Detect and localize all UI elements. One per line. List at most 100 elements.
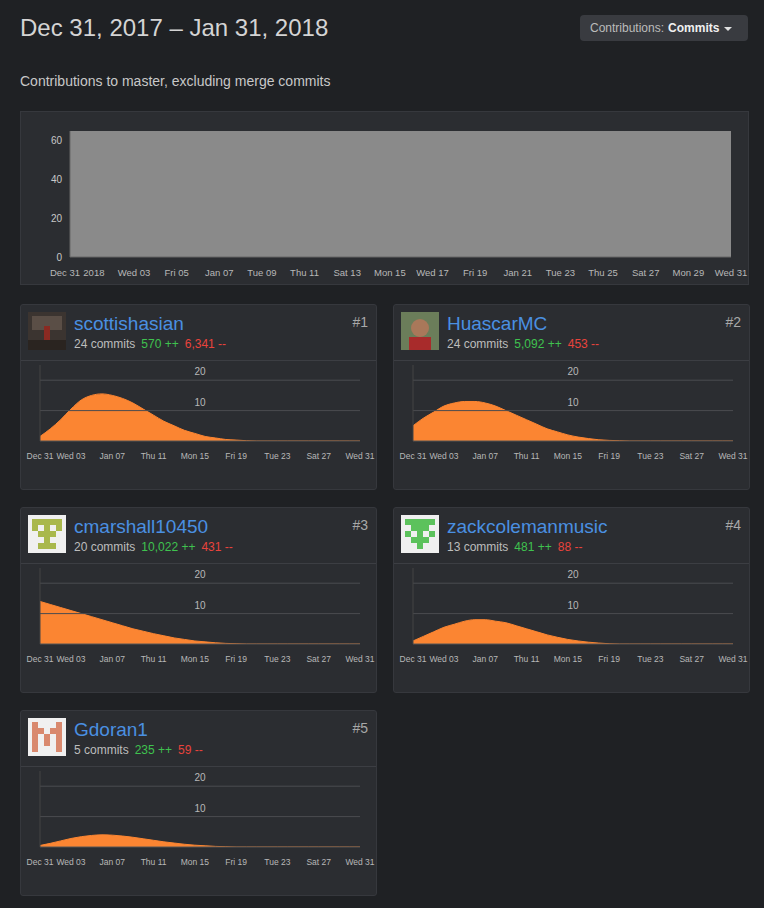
svg-text:Jan 21: Jan 21 [504,267,533,278]
svg-text:Fri 19: Fri 19 [598,451,620,461]
svg-text:Dec 31: Dec 31 [27,451,54,461]
svg-text:10: 10 [194,803,206,814]
svg-text:10: 10 [567,397,579,408]
svg-text:Tue 09: Tue 09 [247,267,276,278]
svg-text:Sat 27: Sat 27 [306,654,331,664]
html-text:#3: #3 [352,517,368,533]
svg-text:20: 20 [567,569,579,580]
html-text:6,341 --: 6,341 -- [184,337,227,351]
svg-text:2018: 2018 [83,267,104,278]
html-text:Dec 31, 2017 – Jan 31, 2018: Dec 31, 2017 – Jan 31, 2018 [20,14,329,41]
html-text:scottishasian: scottishasian [74,313,184,334]
svg-text:Mon 15: Mon 15 [181,654,210,664]
svg-text:10: 10 [567,600,579,611]
html-text:#1: #1 [352,314,368,330]
svg-text:Dec 31: Dec 31 [27,857,54,867]
svg-text:Thu 11: Thu 11 [514,451,540,461]
html-text:5,092 ++: 5,092 ++ [514,337,562,351]
html-text:20 commits: 20 commits [74,540,136,554]
html-text:481 ++: 481 ++ [514,540,552,554]
svg-text:Mon 15: Mon 15 [181,451,210,461]
svg-text:Dec 31: Dec 31 [50,267,80,278]
svg-text:Jan 07: Jan 07 [205,267,234,278]
svg-text:Wed 03: Wed 03 [56,451,85,461]
svg-text:20: 20 [194,366,206,377]
html-text:#5: #5 [352,720,368,736]
html-text:Contributions: Commits: Contributions: Commits [590,21,720,35]
svg-text:Tue 23: Tue 23 [637,654,663,664]
svg-text:Fri 19: Fri 19 [463,267,487,278]
svg-text:20: 20 [194,569,206,580]
html-text:#4: #4 [725,517,741,533]
svg-text:Tue 23: Tue 23 [637,451,663,461]
html-text:zackcolemanmusic: zackcolemanmusic [447,516,608,537]
html-text:24 commits: 24 commits [74,337,136,351]
svg-text:Sat 27: Sat 27 [306,451,331,461]
svg-text:10: 10 [194,600,206,611]
svg-text:Dec 31: Dec 31 [400,451,427,461]
svg-text:Wed 31: Wed 31 [345,451,374,461]
svg-text:Jan 07: Jan 07 [472,654,498,664]
svg-text:0: 0 [56,252,62,263]
svg-text:Dec 31: Dec 31 [400,654,427,664]
svg-text:Tue 23: Tue 23 [264,654,290,664]
svg-text:10: 10 [194,397,206,408]
svg-text:40: 40 [51,174,63,185]
svg-text:Mon 15: Mon 15 [374,267,406,278]
html-text:Gdoran1: Gdoran1 [74,719,148,740]
html-text:HuascarMC: HuascarMC [447,313,548,334]
svg-text:Wed 03: Wed 03 [118,267,151,278]
svg-text:Fri 19: Fri 19 [598,654,620,664]
svg-text:Thu 11: Thu 11 [290,267,319,278]
svg-text:Wed 31: Wed 31 [718,654,747,664]
html-text:570 ++: 570 ++ [141,337,179,351]
svg-text:Wed 31: Wed 31 [718,451,747,461]
svg-text:Dec 31: Dec 31 [27,654,54,664]
svg-text:Tue 23: Tue 23 [264,451,290,461]
html-text:431 --: 431 -- [201,540,233,554]
svg-text:Fri 19: Fri 19 [225,857,247,867]
svg-text:Wed 31: Wed 31 [715,267,748,278]
svg-text:Sat 27: Sat 27 [679,451,704,461]
svg-text:Fri 19: Fri 19 [225,654,247,664]
html-text:13 commits: 13 commits [447,540,509,554]
svg-text:Wed 03: Wed 03 [56,857,85,867]
svg-text:Sat 27: Sat 27 [632,267,659,278]
svg-text:Mon 15: Mon 15 [554,654,583,664]
svg-text:Wed 17: Wed 17 [416,267,449,278]
html-text:#2: #2 [725,314,741,330]
svg-text:Sat 27: Sat 27 [306,857,331,867]
svg-text:Mon 29: Mon 29 [673,267,705,278]
svg-text:20: 20 [51,213,63,224]
svg-text:20: 20 [567,366,579,377]
svg-text:Fri 19: Fri 19 [225,451,247,461]
svg-text:Jan 07: Jan 07 [99,654,125,664]
svg-text:Thu 11: Thu 11 [141,451,167,461]
html-text:453 --: 453 -- [567,337,600,351]
svg-text:Thu 11: Thu 11 [141,857,167,867]
svg-text:Tue 23: Tue 23 [546,267,575,278]
svg-text:Sat 27: Sat 27 [679,654,704,664]
svg-text:Sat 13: Sat 13 [333,267,360,278]
svg-text:Mon 15: Mon 15 [181,857,210,867]
svg-text:Jan 07: Jan 07 [99,451,125,461]
svg-text:Fri 05: Fri 05 [164,267,188,278]
svg-text:Wed 31: Wed 31 [345,857,374,867]
svg-text:Tue 23: Tue 23 [264,857,290,867]
html-text:24 commits: 24 commits [447,337,509,351]
svg-text:Jan 07: Jan 07 [99,857,125,867]
svg-text:Wed 03: Wed 03 [429,451,458,461]
svg-text:60: 60 [51,135,63,146]
html-text:Contributions to master, exclu: Contributions to master, excluding merge… [20,73,331,89]
svg-text:Thu 25: Thu 25 [588,267,618,278]
svg-text:Thu 11: Thu 11 [514,654,540,664]
svg-text:Mon 15: Mon 15 [554,451,583,461]
svg-text:Wed 31: Wed 31 [345,654,374,664]
html-text:10,022 ++: 10,022 ++ [141,540,196,554]
svg-text:Thu 11: Thu 11 [141,654,167,664]
svg-text:Wed 03: Wed 03 [56,654,85,664]
svg-text:Jan 07: Jan 07 [472,451,498,461]
html-text:cmarshall10450: cmarshall10450 [74,516,209,537]
svg-text:20: 20 [194,772,206,783]
svg-text:Wed 03: Wed 03 [429,654,458,664]
